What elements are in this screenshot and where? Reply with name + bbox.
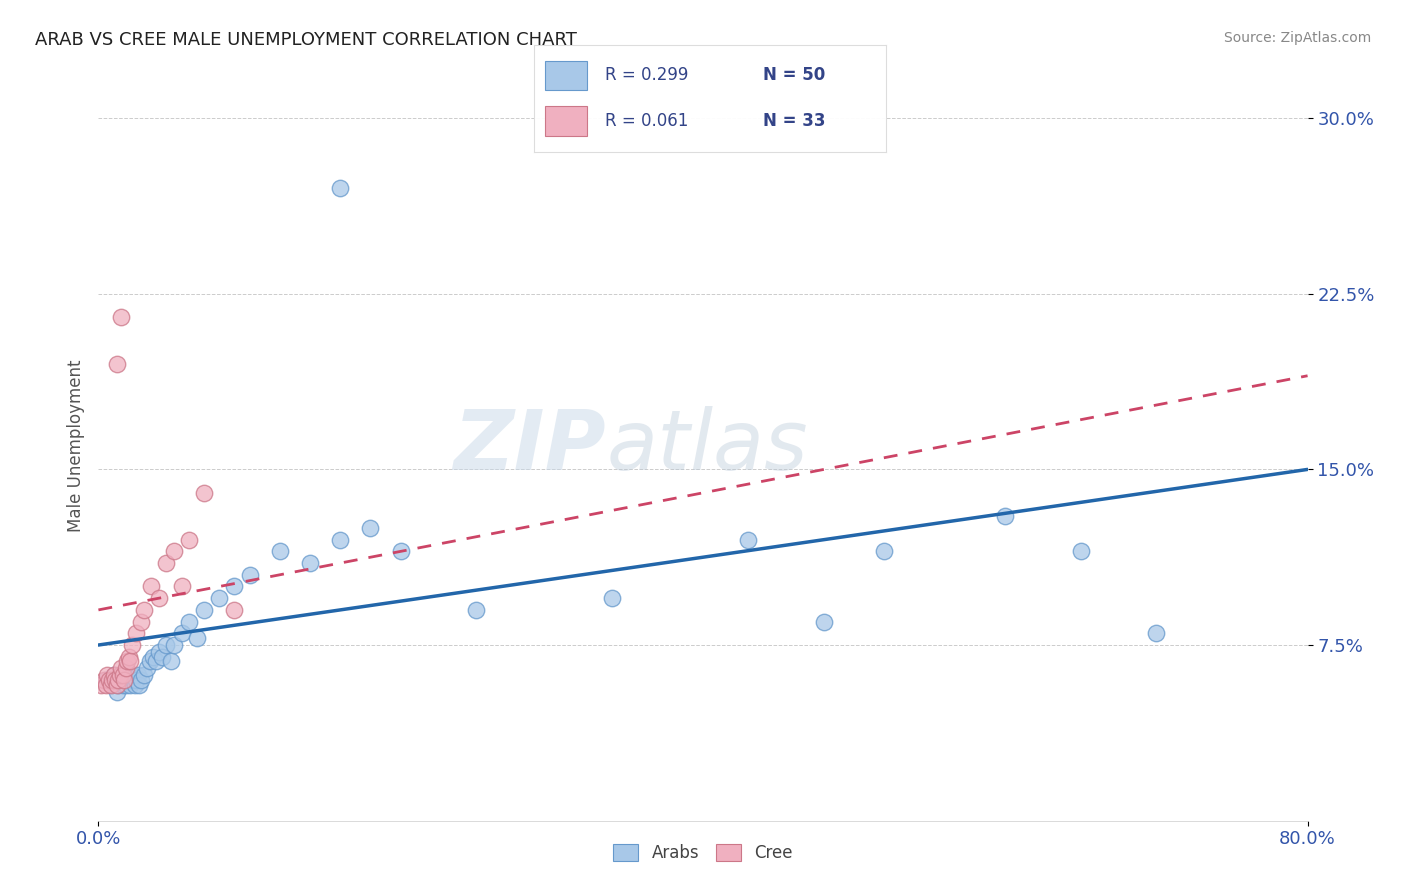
Point (389, 544, 412, 558)
Point (163, 544, 186, 558)
Point (112, 668, 135, 682)
Point (103, 668, 125, 682)
Point (107, 678, 129, 692)
Point (132, 668, 155, 682)
Point (269, 544, 291, 558)
Point (179, 615, 201, 629)
Point (170, 626, 193, 640)
Point (90, 678, 112, 692)
Y-axis label: Male Unemployment: Male Unemployment (66, 359, 84, 533)
Point (111, 668, 134, 682)
Point (110, 673, 132, 688)
Text: R = 0.061: R = 0.061 (605, 112, 688, 130)
Point (114, 661, 136, 675)
Point (141, 580, 163, 594)
Point (208, 591, 231, 606)
Point (193, 485, 215, 500)
Point (329, 533, 352, 547)
Text: Source: ZipAtlas.com: Source: ZipAtlas.com (1223, 31, 1371, 45)
Point (139, 655, 162, 669)
Point (121, 668, 143, 682)
Point (93, 673, 115, 688)
Point (118, 649, 141, 664)
Point (155, 638, 177, 652)
Text: R = 0.299: R = 0.299 (605, 66, 688, 85)
Point (813, 615, 835, 629)
Point (125, 673, 148, 688)
Point (465, 603, 488, 617)
Point (124, 678, 146, 692)
Point (96, 668, 118, 682)
Point (115, 655, 138, 669)
Text: ARAB VS CREE MALE UNEMPLOYMENT CORRELATION CHART: ARAB VS CREE MALE UNEMPLOYMENT CORRELATI… (35, 31, 576, 49)
Point (129, 615, 152, 629)
Point (873, 544, 896, 558)
Point (170, 580, 193, 594)
Point (737, 533, 759, 547)
Point (128, 678, 150, 692)
Point (100, 678, 122, 692)
Point (105, 678, 128, 692)
Point (179, 533, 201, 547)
Point (994, 509, 1017, 524)
Text: atlas: atlas (606, 406, 808, 486)
Point (115, 673, 138, 688)
Point (122, 673, 145, 688)
Point (239, 567, 262, 582)
Point (160, 655, 183, 669)
Point (224, 580, 246, 594)
Point (142, 649, 165, 664)
Point (105, 357, 128, 371)
Point (150, 649, 173, 664)
Point (107, 673, 129, 688)
Point (104, 673, 127, 688)
Text: N = 33: N = 33 (762, 112, 825, 130)
Point (1144, 626, 1167, 640)
Point (94, 673, 117, 688)
Point (103, 668, 125, 682)
Point (193, 603, 215, 617)
Point (602, 591, 624, 606)
Point (360, 521, 382, 535)
Point (329, 181, 352, 195)
Point (118, 668, 141, 682)
Point (129, 673, 152, 688)
Point (98, 673, 121, 688)
Point (112, 673, 135, 688)
Point (224, 603, 246, 617)
Point (135, 661, 157, 675)
Point (145, 655, 167, 669)
Point (155, 556, 177, 570)
Point (163, 638, 186, 652)
FancyBboxPatch shape (544, 61, 588, 90)
Text: N = 50: N = 50 (762, 66, 825, 85)
Point (148, 591, 170, 606)
Point (101, 673, 124, 688)
Legend: Arabs, Cree: Arabs, Cree (606, 837, 800, 869)
Point (299, 556, 322, 570)
Point (132, 603, 155, 617)
Point (125, 626, 148, 640)
Text: ZIP: ZIP (454, 406, 606, 486)
Point (111, 678, 134, 692)
Point (110, 661, 132, 675)
Point (186, 631, 208, 645)
Point (120, 678, 142, 692)
Point (110, 310, 132, 325)
Point (148, 645, 170, 659)
Point (1070, 544, 1092, 558)
Point (120, 655, 142, 669)
Point (105, 685, 128, 699)
Point (127, 668, 149, 682)
Point (114, 678, 136, 692)
Point (108, 668, 131, 682)
FancyBboxPatch shape (544, 106, 588, 136)
Point (94, 678, 117, 692)
Point (121, 638, 143, 652)
Point (100, 678, 122, 692)
